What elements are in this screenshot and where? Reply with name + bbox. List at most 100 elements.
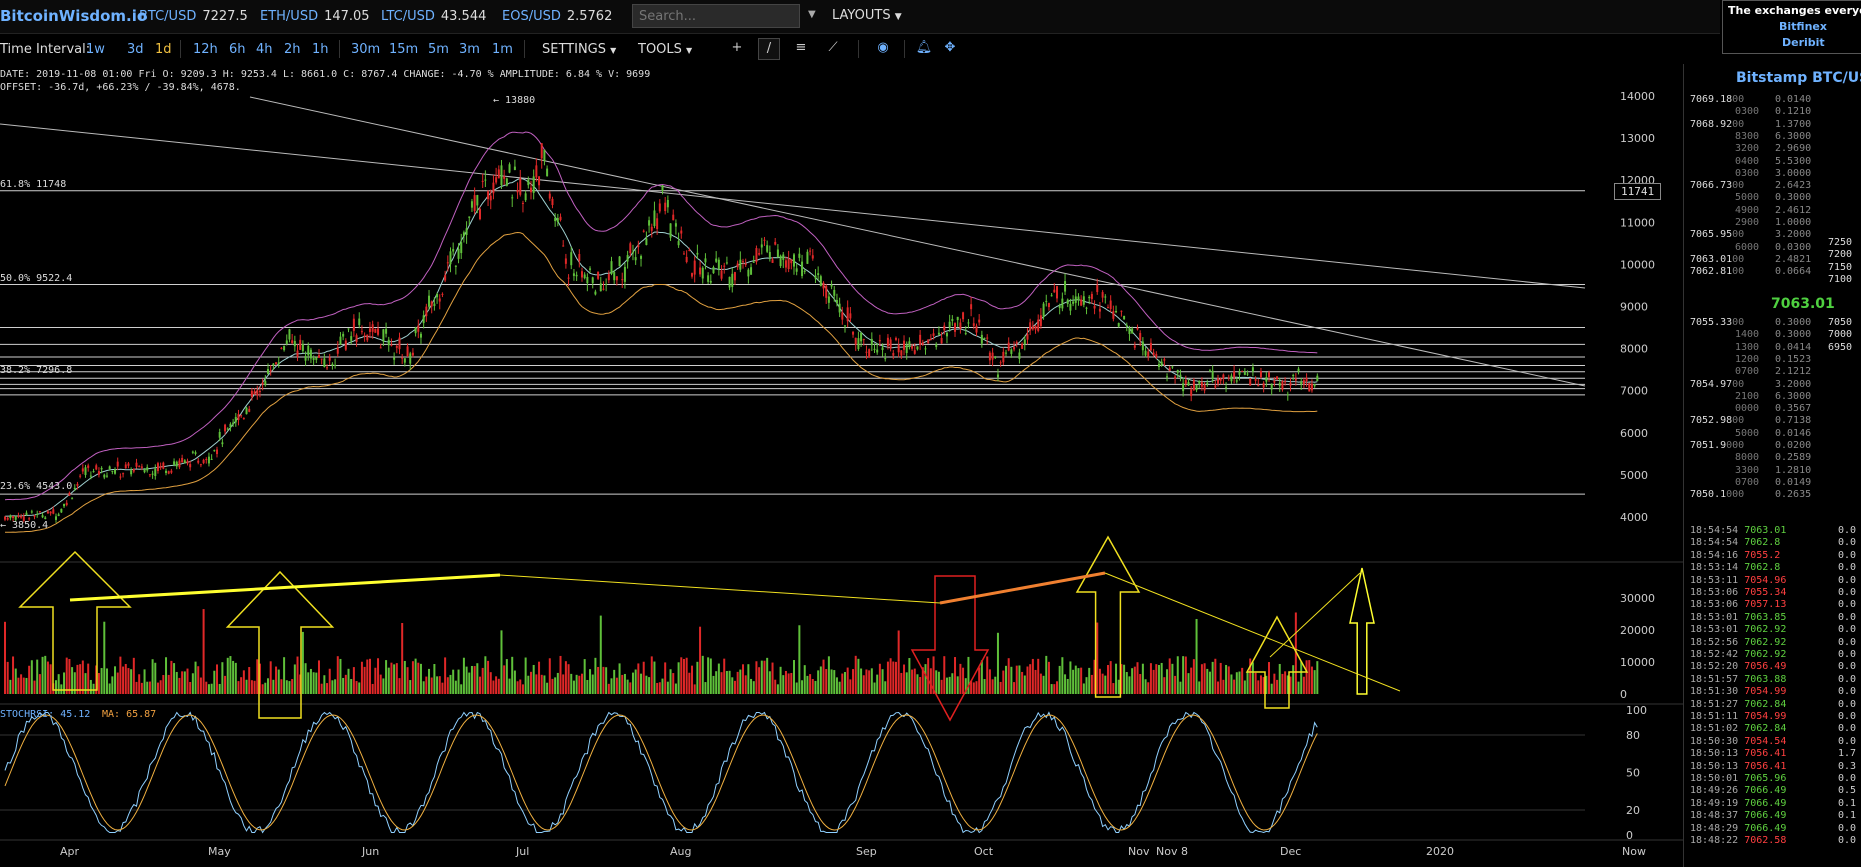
ask-row[interactable]: 4900 — [1735, 204, 1760, 216]
volume-bar — [309, 668, 312, 694]
candle — [868, 349, 871, 358]
bid-row[interactable]: 1400 — [1735, 329, 1760, 341]
candle — [379, 347, 382, 349]
high-marker: ← 13880 — [493, 95, 536, 106]
interval-4h[interactable]: 4h — [256, 42, 273, 57]
price-chart[interactable]: 1400013000120001100010000900080007000600… — [0, 64, 1683, 867]
bid-row[interactable]: 7055.3300 — [1690, 317, 1745, 328]
ticker-btc[interactable]: BTC/USD 7227.5 — [139, 9, 248, 24]
volume-bar — [411, 661, 414, 694]
candle — [221, 442, 224, 445]
bid-row[interactable]: 8000 — [1735, 452, 1760, 464]
parallel-lines-icon[interactable]: ≡ — [795, 40, 807, 55]
candle — [1152, 352, 1155, 355]
crosshair-icon[interactable]: + — [731, 40, 743, 55]
search-input[interactable] — [632, 4, 800, 28]
candle — [621, 279, 624, 281]
candle — [154, 468, 157, 476]
ad-link-deribit[interactable]: Deribit — [1782, 36, 1825, 49]
interval-15m[interactable]: 15m — [389, 42, 419, 57]
volume-bar — [929, 668, 932, 694]
volume-bar — [438, 676, 441, 694]
interval-1h[interactable]: 1h — [312, 42, 329, 57]
bid-row[interactable]: 2100 — [1735, 390, 1760, 402]
ask-row[interactable]: 7069.1800 — [1690, 94, 1745, 105]
bid-row[interactable]: 3300 — [1735, 464, 1760, 476]
bid-row[interactable]: 7054.9700 — [1690, 378, 1745, 390]
volume-bar — [63, 672, 66, 694]
bell-icon[interactable]: 🔔︎ — [915, 40, 933, 55]
candle — [583, 274, 586, 279]
volume-bar — [189, 681, 192, 694]
brand-logo[interactable]: BitcoinWisdom.io — [0, 7, 148, 25]
interval-6h[interactable]: 6h — [229, 42, 246, 57]
interval-3d[interactable]: 3d — [127, 42, 144, 57]
candle — [661, 185, 664, 192]
ask-row[interactable]: 0300 — [1735, 167, 1760, 179]
interval-1w[interactable]: 1w — [86, 42, 105, 57]
camera-icon[interactable]: ◉ — [877, 40, 889, 55]
line-draw-icon[interactable]: / — [758, 38, 780, 60]
bid-row[interactable]: 7052.9800 — [1690, 415, 1745, 427]
ask-row[interactable]: 0300 — [1735, 106, 1760, 118]
bid-row[interactable]: 1300 — [1735, 341, 1760, 353]
interval-12h[interactable]: 12h — [193, 42, 218, 57]
ad-link-bitfinex[interactable]: Bitfinex — [1779, 20, 1827, 33]
ad-banner[interactable]: The exchanges everyone Bitfinex Deribit — [1722, 0, 1861, 54]
ask-row[interactable]: 7068.9200 — [1690, 118, 1745, 130]
candle — [572, 273, 575, 276]
volume-bar — [291, 679, 294, 694]
candle — [191, 451, 194, 453]
fibonacci-icon[interactable]: ⟋ — [828, 40, 838, 55]
candle — [983, 337, 986, 339]
candle — [194, 452, 197, 454]
search-dropdown-icon[interactable]: ▼ — [808, 9, 816, 20]
candle — [1313, 384, 1316, 387]
bid-row[interactable]: 7050.1000 — [1690, 489, 1745, 501]
interval-5m[interactable]: 5m — [428, 42, 449, 57]
volume-bar — [801, 680, 804, 694]
interval-2h[interactable]: 2h — [284, 42, 301, 57]
bid-row[interactable]: 0700 — [1735, 476, 1760, 488]
bid-row[interactable]: 0700 — [1735, 366, 1760, 378]
ask-row[interactable]: 7062.8100 — [1690, 266, 1745, 278]
ticker-ltc[interactable]: LTC/USD 43.544 — [381, 9, 487, 24]
interval-3m[interactable]: 3m — [459, 42, 480, 57]
candle — [779, 255, 782, 267]
bid-row[interactable]: 7051.9000 — [1690, 440, 1745, 451]
interval-1d[interactable]: 1d — [155, 42, 172, 57]
ask-row[interactable]: 7063.0100 — [1690, 253, 1745, 265]
bid-row[interactable]: 1200 — [1735, 353, 1760, 365]
interval-30m[interactable]: 30m — [351, 42, 381, 57]
ticker-eth[interactable]: ETH/USD 147.05 — [260, 9, 370, 24]
volume-bar — [956, 676, 959, 694]
volume-bar — [132, 657, 135, 694]
fullscreen-icon[interactable]: ✥ — [944, 40, 956, 55]
interval-1m[interactable]: 1m — [492, 42, 513, 57]
volume-bar — [1200, 664, 1203, 694]
candle — [937, 332, 940, 335]
ask-row[interactable]: 3200 — [1735, 143, 1760, 155]
ticker-eos[interactable]: EOS/USD 2.5762 — [502, 9, 613, 24]
candle — [1233, 371, 1236, 378]
ask-row[interactable]: 6000 — [1735, 241, 1760, 253]
candle — [100, 467, 103, 470]
ask-row[interactable]: 2900 — [1735, 217, 1760, 228]
bid-row[interactable]: 5000 — [1735, 427, 1760, 439]
candle — [103, 474, 106, 478]
candle — [1005, 352, 1008, 354]
bid-row[interactable]: 0000 — [1735, 403, 1760, 415]
ask-row[interactable]: 5000 — [1735, 192, 1760, 204]
ask-row[interactable]: 8300 — [1735, 130, 1760, 142]
layouts-menu[interactable]: LAYOUTS ▼ — [832, 8, 902, 23]
ask-row[interactable]: 7065.9500 — [1690, 229, 1745, 241]
volume-bar — [301, 631, 304, 694]
volume-bar — [819, 666, 822, 694]
ask-row[interactable]: 7066.7300 — [1690, 180, 1745, 192]
volume-bar — [468, 672, 471, 694]
tools-menu[interactable]: TOOLS ▼ — [638, 42, 693, 57]
settings-menu[interactable]: SETTINGS ▼ — [542, 42, 617, 57]
candle — [1289, 382, 1292, 386]
ask-row[interactable]: 0400 — [1735, 155, 1760, 167]
bid-amount: 0.3000 — [1775, 329, 1812, 341]
